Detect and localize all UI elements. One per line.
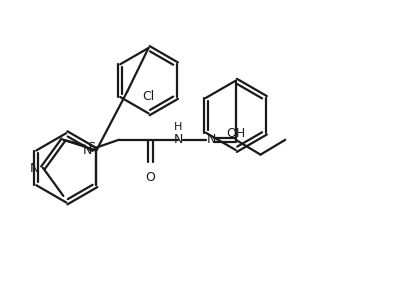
Text: N: N	[173, 133, 183, 146]
Text: Cl: Cl	[142, 90, 155, 104]
Text: O: O	[146, 172, 155, 185]
Text: OH: OH	[226, 127, 245, 140]
Text: N: N	[30, 162, 39, 175]
Text: H: H	[174, 122, 182, 132]
Text: N: N	[207, 133, 216, 146]
Text: N: N	[83, 144, 92, 157]
Text: S: S	[87, 141, 95, 154]
